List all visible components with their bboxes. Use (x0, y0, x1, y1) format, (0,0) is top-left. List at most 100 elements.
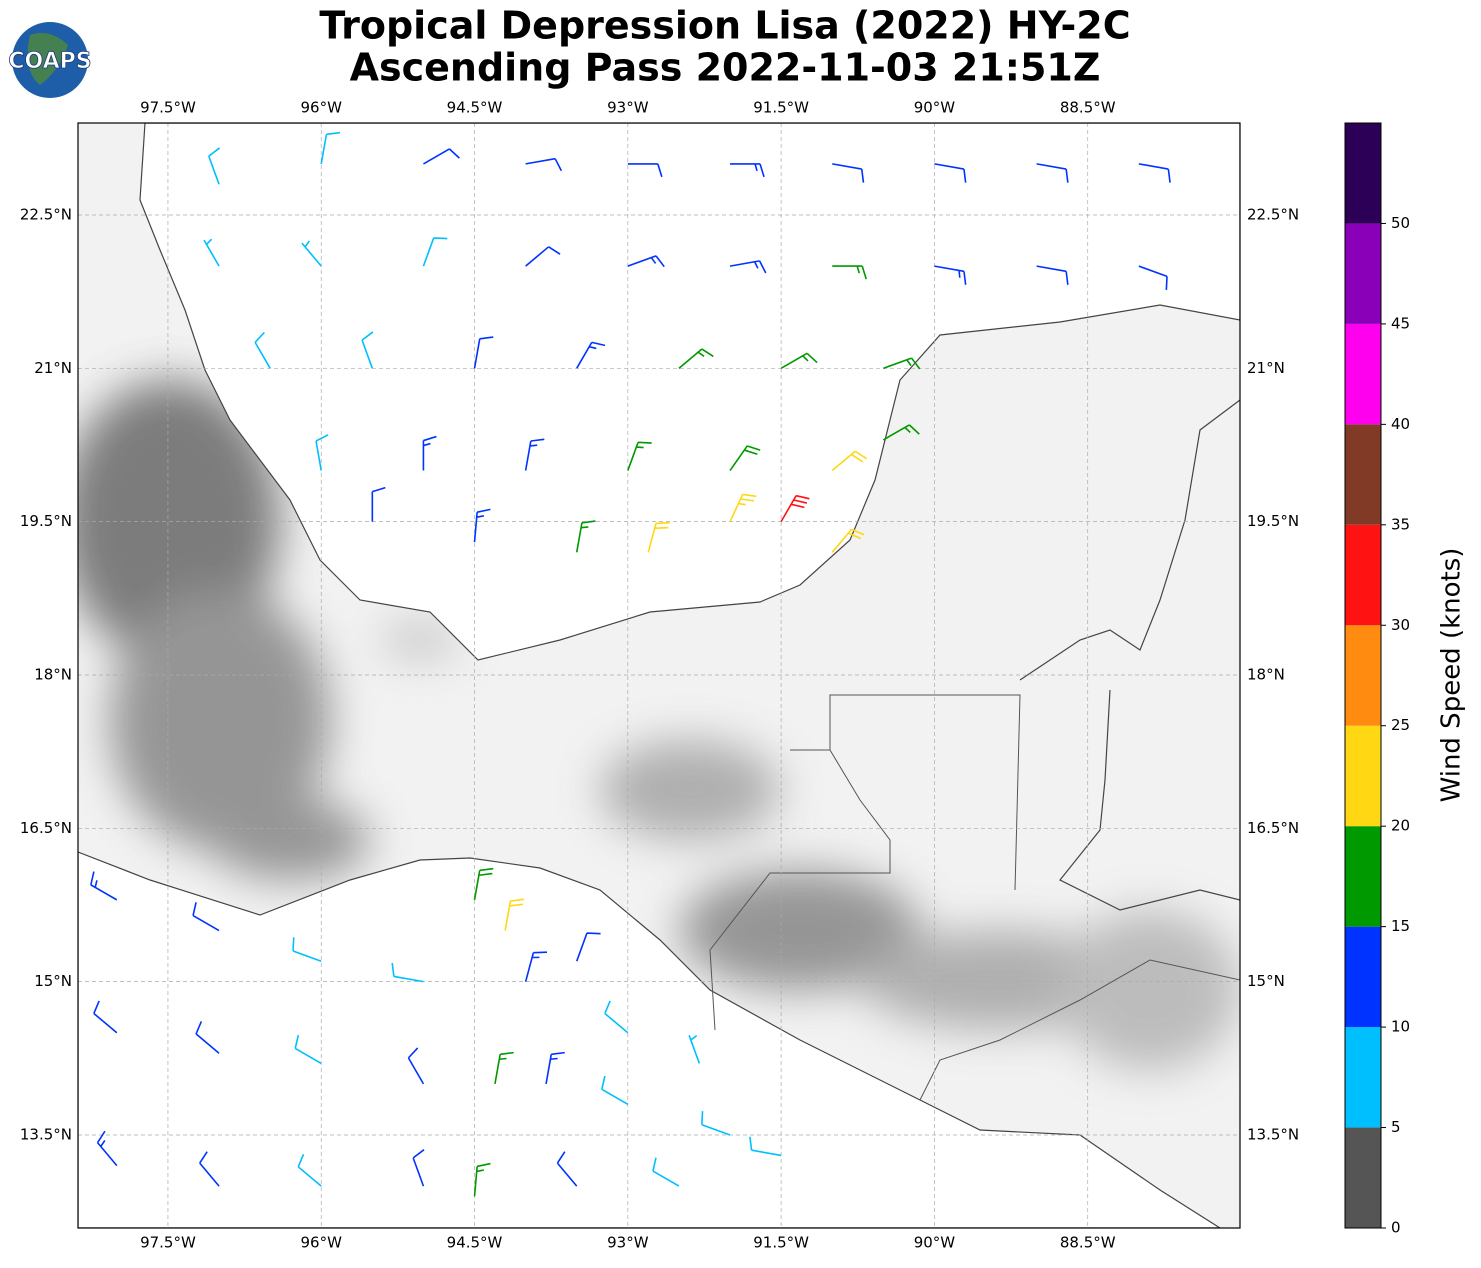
wind-barb (320, 131, 341, 165)
wind-barb (780, 352, 818, 370)
wind-barb (525, 157, 563, 172)
wind-barb (192, 902, 220, 932)
wind-barb (729, 445, 761, 472)
y-tick-label: 13.5°N (1247, 1125, 1299, 1143)
map-background (78, 123, 1240, 1228)
y-tick-label: 19.5°N (1247, 512, 1299, 530)
y-tick-label: 15°N (34, 972, 72, 990)
wind-barb (524, 438, 545, 471)
colorbar-bin (1345, 625, 1381, 726)
wind-barb (292, 937, 322, 962)
y-tick-label: 18°N (1247, 665, 1285, 683)
wind-barb (473, 867, 494, 901)
wind-barb (473, 1162, 491, 1197)
y-tick-label: 13.5°N (20, 1125, 72, 1143)
wind-barb (701, 1111, 731, 1136)
x-tick-label: 94.5°W (447, 99, 503, 117)
wind-barb (371, 486, 386, 522)
x-tick-label: 93°W (607, 1234, 649, 1252)
colorbar-bin (1345, 223, 1381, 324)
wind-barb (254, 331, 271, 369)
wind-barb (575, 932, 601, 962)
wind-barb (504, 898, 524, 931)
colorbar-bin (1345, 926, 1381, 1028)
colorbar-bin (1345, 424, 1381, 525)
wind-barb (678, 348, 714, 369)
colorbar-bin (1345, 524, 1381, 626)
wind-barb (524, 951, 548, 982)
wind-barb (422, 237, 448, 267)
logo: COAPS (8, 22, 92, 98)
wind-barb (832, 163, 865, 183)
x-tick-label: 90°W (914, 1234, 956, 1252)
wind-barb (361, 331, 374, 369)
colorbar-bin (1345, 123, 1381, 224)
x-tick-label: 97.5°W (140, 1234, 196, 1252)
colorbar-bin (1345, 1127, 1381, 1228)
wind-barb (832, 265, 867, 280)
y-tick-label: 15°N (1247, 972, 1285, 990)
y-tick-label: 19.5°N (20, 512, 72, 530)
wind-barb (1036, 163, 1069, 183)
wind-barb (1138, 163, 1171, 183)
wind-barb (882, 424, 920, 441)
wind-barb (93, 1000, 118, 1034)
wind-barb (545, 1051, 565, 1085)
chart-subtitle: Ascending Pass 2022-11-03 21:51Z (350, 46, 1101, 90)
wind-barb (391, 962, 424, 983)
wind-barb (208, 147, 221, 185)
colorbar-tick-label: 0 (1391, 1219, 1401, 1237)
y-tick-label: 22.5°N (20, 205, 72, 223)
wind-barb (780, 494, 810, 523)
x-tick-label: 88.5°W (1060, 99, 1116, 117)
wind-barb (412, 1149, 425, 1187)
wind-barb (883, 357, 921, 370)
y-tick-label: 21°N (1247, 359, 1285, 377)
wind-barb (294, 1034, 322, 1065)
colorbar-frame (1344, 122, 1382, 1229)
wind-barb (199, 1151, 220, 1187)
y-tick-label: 22.5°N (1247, 205, 1299, 223)
wind-barb (315, 434, 329, 471)
y-tick-label: 21°N (34, 359, 72, 377)
x-tick-label: 91.5°W (753, 99, 809, 117)
wind-barb (749, 1136, 782, 1157)
colorbar-tick-label: 50 (1391, 214, 1410, 232)
x-tick-label: 94.5°W (447, 1234, 503, 1252)
logo-text: COAPS (8, 49, 91, 74)
wind-barb (96, 1130, 118, 1167)
x-tick-label: 91.5°W (753, 1234, 809, 1252)
x-tick-label: 90°W (914, 99, 956, 117)
chart-title: Tropical Depression Lisa (2022) HY-2C (319, 4, 1130, 48)
wind-barb (473, 336, 494, 369)
x-tick-label: 96°W (301, 1234, 343, 1252)
wind-barb (627, 441, 652, 471)
y-tick-label: 18°N (34, 665, 72, 683)
axes: 97.5°W 97.5°W 96°W 96°W 94.5°W 94.5°W 93°W 93°W… (20, 99, 1299, 1252)
x-tick-label: 97.5°W (140, 99, 196, 117)
wind-barb (407, 1047, 425, 1085)
colorbar-label: Wind Speed (knots) (1437, 548, 1467, 803)
colorbar-tick-label: 40 (1391, 415, 1410, 433)
colorbar-bin (1345, 1027, 1381, 1128)
wind-barb (301, 240, 322, 267)
wind-barb (627, 163, 663, 178)
wind-barb (422, 435, 437, 471)
grid (78, 123, 1240, 1228)
wind-barb (934, 163, 967, 183)
y-tick-label: 16.5°N (20, 819, 72, 837)
wind-barb (647, 522, 670, 553)
wind-barb (627, 255, 665, 268)
wind-barb (297, 1153, 322, 1187)
colorbar-tick-label: 5 (1391, 1118, 1401, 1136)
wind-barb (525, 246, 561, 267)
wind-barb (575, 520, 596, 553)
wind-barb (1036, 265, 1069, 285)
colorbar-bin (1345, 323, 1381, 425)
wind-barb (652, 1157, 680, 1187)
wind-barb (576, 341, 606, 369)
colorbar-tick-label: 25 (1391, 716, 1410, 734)
colorbar-bin (1345, 725, 1381, 827)
wind-barb (604, 1000, 629, 1034)
